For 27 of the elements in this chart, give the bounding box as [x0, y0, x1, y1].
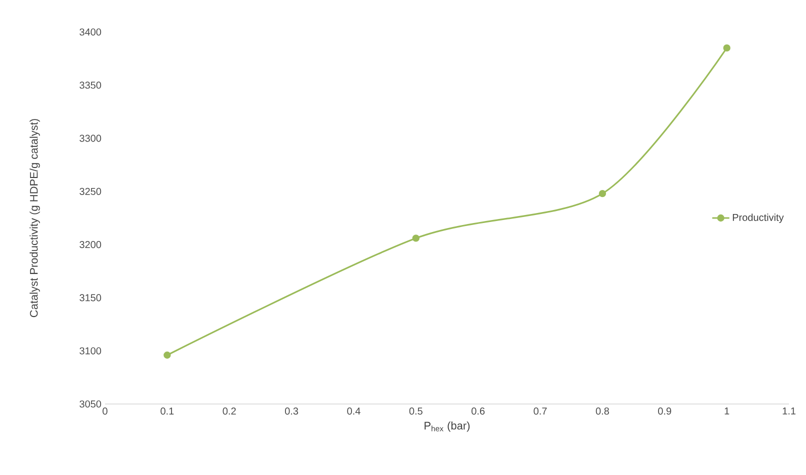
point — [164, 352, 171, 359]
x-tick-label: 0 — [102, 408, 108, 415]
point — [723, 44, 730, 52]
x-tick-label: 0.8 — [596, 408, 609, 415]
x-tick-label: 0.4 — [347, 408, 360, 415]
y-tick-label: 3100 — [80, 347, 102, 354]
y-tick-label: 3300 — [80, 134, 102, 142]
y-tick-label: 3250 — [80, 188, 102, 195]
x-tick-label: 0.7 — [534, 408, 547, 415]
x-tick-label: 1.1 — [782, 408, 796, 414]
y-axis-title: Catalyst Productivity (g HDPE/g catalyst) — [30, 119, 40, 318]
x-tick-label: 0.1 — [160, 408, 174, 415]
point — [412, 234, 420, 242]
x-axis-title: P$_{hex}$ (bar) — [424, 421, 470, 432]
y-tick-label: 3400 — [80, 28, 102, 36]
x-tick-label: 0.2 — [222, 408, 236, 415]
x-tick-label: 0.5 — [409, 408, 422, 415]
legend-label: Productivity — [732, 214, 784, 223]
x-tick-label: 0.9 — [658, 408, 672, 415]
point — [598, 190, 606, 198]
y-tick-label: 3050 — [80, 400, 102, 408]
y-tick-label: 3150 — [80, 294, 102, 302]
x-tick-label: 0.6 — [472, 408, 485, 415]
y-tick-label: 3200 — [80, 241, 102, 248]
y-tick-label: 3350 — [80, 82, 102, 89]
x-tick-label: 1 — [724, 408, 730, 414]
x-tick-label: 0.3 — [284, 408, 298, 415]
